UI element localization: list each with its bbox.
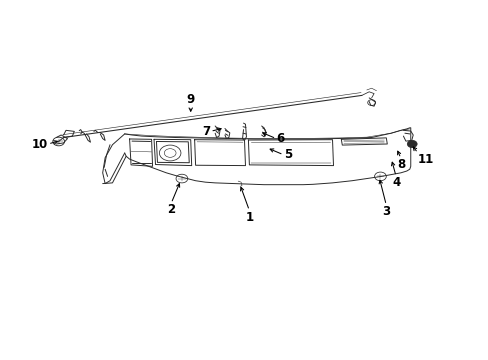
Text: 8: 8 — [396, 158, 404, 171]
Text: 10: 10 — [32, 138, 48, 150]
Circle shape — [407, 140, 416, 148]
Text: 1: 1 — [245, 211, 253, 224]
Text: 7: 7 — [202, 125, 210, 138]
Text: 6: 6 — [276, 132, 284, 145]
Text: 5: 5 — [283, 148, 291, 161]
Text: 3: 3 — [382, 205, 389, 218]
Text: 4: 4 — [391, 176, 399, 189]
Text: 11: 11 — [417, 153, 433, 166]
Text: 9: 9 — [186, 93, 194, 106]
Text: 2: 2 — [167, 203, 175, 216]
